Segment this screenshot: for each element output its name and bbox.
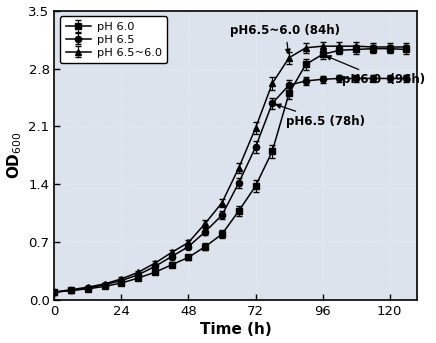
Legend: pH 6.0, pH 6.5, pH 6.5~6.0: pH 6.0, pH 6.5, pH 6.5~6.0 xyxy=(60,16,167,63)
Text: pH6.5~6.0 (84h): pH6.5~6.0 (84h) xyxy=(230,24,341,54)
X-axis label: Time (h): Time (h) xyxy=(200,322,272,338)
Y-axis label: OD$_{600}$: OD$_{600}$ xyxy=(6,132,24,179)
Text: pH6.5 (78h): pH6.5 (78h) xyxy=(276,104,365,128)
Text: pH6.0  (96h): pH6.0 (96h) xyxy=(327,56,425,86)
